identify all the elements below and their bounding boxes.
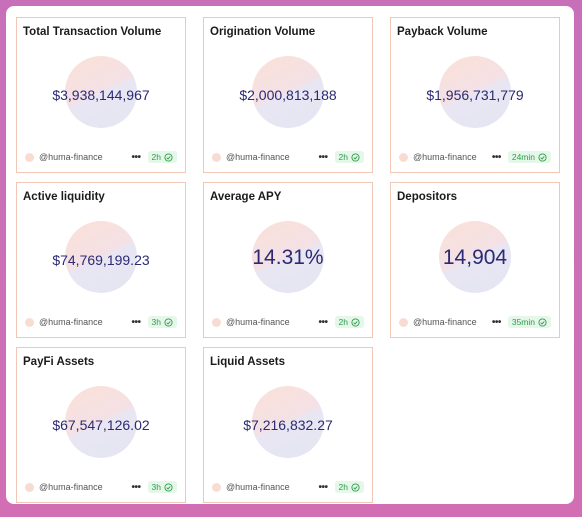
check-circle-icon xyxy=(538,152,547,162)
avatar-icon xyxy=(212,317,221,327)
dashboard-panel: Total Transaction Volume $3,938,144,967 … xyxy=(6,6,574,504)
avatar-icon xyxy=(212,482,221,492)
badge-age: 3h xyxy=(151,317,161,327)
status-badge: 2h xyxy=(334,481,364,493)
author-handle[interactable]: @huma-finance xyxy=(226,152,290,162)
metric-value: 14.31% xyxy=(252,246,324,269)
card-liquid-assets[interactable]: Liquid Assets $7,216,832.27 @huma-financ… xyxy=(203,347,373,503)
author-handle[interactable]: @huma-finance xyxy=(39,317,103,327)
card-graphic xyxy=(65,386,137,458)
avatar-icon xyxy=(25,152,34,162)
avatar-icon xyxy=(212,152,221,162)
badge-age: 35min xyxy=(511,317,535,327)
metric-value: $74,769,199.23 xyxy=(52,252,150,268)
card-title: Liquid Assets xyxy=(210,356,285,368)
author-handle[interactable]: @huma-finance xyxy=(413,317,477,327)
card-origination-volume[interactable]: Origination Volume $2,000,813,188 @huma-… xyxy=(203,17,373,173)
badge-age: 3h xyxy=(151,482,161,492)
card-footer: @huma-finance ••• 2h xyxy=(212,150,364,164)
author-handle[interactable]: @huma-finance xyxy=(226,317,290,327)
card-graphic xyxy=(65,56,137,128)
card-graphic xyxy=(65,221,137,293)
more-dots-icon[interactable]: ••• xyxy=(491,151,502,163)
check-circle-icon xyxy=(351,317,360,327)
status-badge: 3h xyxy=(147,481,177,493)
avatar-icon xyxy=(25,317,34,327)
card-average-apy[interactable]: Average APY 14.31% @huma-finance ••• 2h xyxy=(203,182,373,338)
author-handle[interactable]: @huma-finance xyxy=(413,152,477,162)
card-total-transaction-volume[interactable]: Total Transaction Volume $3,938,144,967 … xyxy=(16,17,186,173)
metric-value: $7,216,832.27 xyxy=(243,417,333,433)
status-badge: 2h xyxy=(334,151,364,163)
avatar-icon xyxy=(399,152,408,162)
more-dots-icon[interactable]: ••• xyxy=(318,316,329,328)
card-graphic xyxy=(252,386,324,458)
more-dots-icon[interactable]: ••• xyxy=(318,481,329,493)
card-active-liquidity[interactable]: Active liquidity $74,769,199.23 @huma-fi… xyxy=(16,182,186,338)
status-badge: 2h xyxy=(334,316,364,328)
card-graphic xyxy=(252,221,324,293)
metric-value: 14,904 xyxy=(442,246,508,269)
check-circle-icon xyxy=(351,482,360,492)
card-footer: @huma-finance ••• 2h xyxy=(212,315,364,329)
badge-age: 2h xyxy=(338,482,348,492)
check-circle-icon xyxy=(164,317,173,327)
badge-age: 2h xyxy=(338,152,348,162)
card-title: Average APY xyxy=(210,191,282,203)
card-graphic xyxy=(439,221,511,293)
badge-age: 2h xyxy=(338,317,348,327)
card-title: Origination Volume xyxy=(210,26,316,38)
metric-value: $67,547,126.02 xyxy=(52,417,150,433)
card-title: Active liquidity xyxy=(23,191,105,203)
check-circle-icon xyxy=(538,317,547,327)
status-badge: 3h xyxy=(147,316,177,328)
card-graphic xyxy=(439,56,511,128)
card-footer: @huma-finance ••• 2h xyxy=(25,150,177,164)
status-badge: 35min xyxy=(507,316,551,328)
card-footer: @huma-finance ••• 24min xyxy=(399,150,551,164)
card-payfi-assets[interactable]: PayFi Assets $67,547,126.02 @huma-financ… xyxy=(16,347,186,503)
more-dots-icon[interactable]: ••• xyxy=(131,316,142,328)
card-title: PayFi Assets xyxy=(23,356,95,368)
author-handle[interactable]: @huma-finance xyxy=(226,482,290,492)
card-footer: @huma-finance ••• 2h xyxy=(212,480,364,494)
metric-value: $2,000,813,188 xyxy=(239,87,337,103)
card-title: Payback Volume xyxy=(397,26,488,38)
badge-age: 2h xyxy=(151,152,161,162)
badge-age: 24min xyxy=(511,152,535,162)
card-payback-volume[interactable]: Payback Volume $1,956,731,779 @huma-fina… xyxy=(390,17,560,173)
author-handle[interactable]: @huma-finance xyxy=(39,152,103,162)
check-circle-icon xyxy=(164,482,173,492)
check-circle-icon xyxy=(164,152,173,162)
card-footer: @huma-finance ••• 35min xyxy=(399,315,551,329)
status-badge: 24min xyxy=(507,151,551,163)
avatar-icon xyxy=(399,317,408,327)
metric-value: $3,938,144,967 xyxy=(52,87,150,103)
card-title: Total Transaction Volume xyxy=(23,26,162,38)
more-dots-icon[interactable]: ••• xyxy=(131,481,142,493)
card-footer: @huma-finance ••• 3h xyxy=(25,480,177,494)
avatar-icon xyxy=(25,482,34,492)
more-dots-icon[interactable]: ••• xyxy=(318,151,329,163)
card-depositors[interactable]: Depositors 14,904 @huma-finance ••• 35mi… xyxy=(390,182,560,338)
card-footer: @huma-finance ••• 3h xyxy=(25,315,177,329)
more-dots-icon[interactable]: ••• xyxy=(491,316,502,328)
check-circle-icon xyxy=(351,152,360,162)
author-handle[interactable]: @huma-finance xyxy=(39,482,103,492)
card-title: Depositors xyxy=(397,191,458,203)
more-dots-icon[interactable]: ••• xyxy=(131,151,142,163)
status-badge: 2h xyxy=(147,151,177,163)
card-graphic xyxy=(252,56,324,128)
metric-value: $1,956,731,779 xyxy=(426,87,524,103)
